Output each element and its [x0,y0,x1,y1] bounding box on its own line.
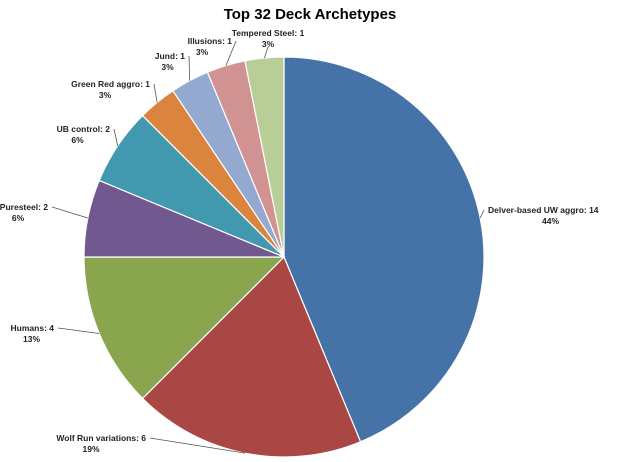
data-label: Illusions: 1 3% [188,36,233,57]
leader-line [264,46,269,59]
data-label: Wolf Run variations: 6 19% [56,433,146,454]
leader-line [479,209,485,219]
data-label: Green Red aggro: 1 3% [71,79,150,100]
data-labels: Delver-based UW aggro: 14 44% Wolf Run var… [0,28,599,454]
leader-line [225,40,237,66]
data-label: UB control: 2 6% [57,124,111,145]
data-label: Puresteel: 2 6% [0,202,48,223]
leader-line [57,327,100,334]
pie-slice-wolf-run-variations [141,255,362,458]
leader-lines [51,40,485,454]
leader-line [153,83,158,103]
pie-slice-delver-based-uw-aggro [283,56,485,443]
pie-slice-humans [83,256,286,400]
data-label: Jund: 1 3% [155,51,185,72]
leader-line [51,206,88,219]
data-label: Delver-based UW aggro: 14 44% [488,205,599,226]
data-label: Tempered Steel: 1 3% [232,28,305,49]
leader-line [113,128,119,146]
pie-slices [83,56,485,458]
leader-line [188,55,191,81]
data-label: Humans: 4 13% [11,323,55,344]
leader-line [149,437,246,454]
chart-title: Top 32 Deck Archetypes [224,6,397,23]
